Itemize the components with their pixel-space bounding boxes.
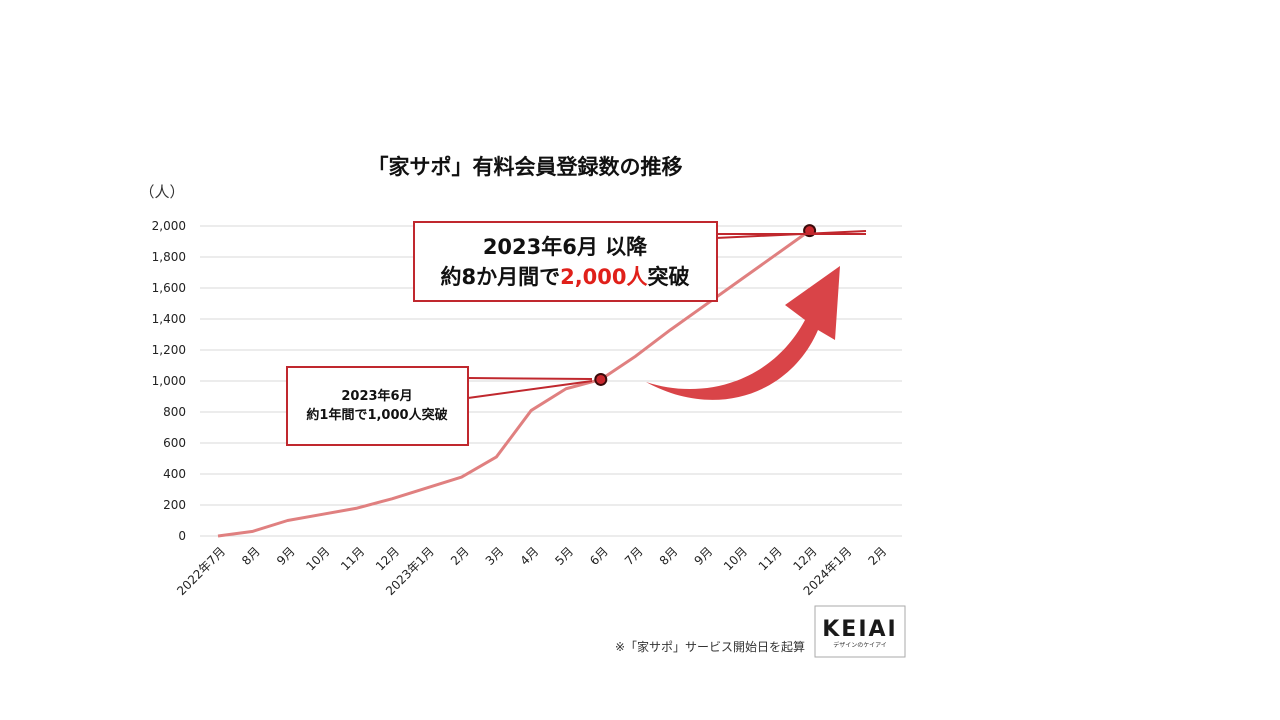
callout-1000: 2023年6月 約1年間で1,000人突破 (286, 366, 593, 446)
x-tick-label: 8月 (657, 544, 681, 568)
x-tick-label: 9月 (274, 544, 298, 568)
y-tick-label: 400 (163, 467, 186, 481)
y-axis-unit: （人） (139, 183, 184, 201)
x-tick-label: 11月 (338, 544, 367, 573)
callout-2000-leader-2 (715, 230, 867, 239)
x-tick-label: 10月 (303, 544, 332, 573)
highlight-point (594, 372, 608, 386)
y-axis-ticks: 0 200 400 600 800 1,000 1,200 1,400 1,600 1,800 2,… (152, 219, 186, 543)
callout-1000-line1: 2023年6月 (341, 388, 412, 404)
chart-title: 「家サポ」有料会員登録数の推移 (368, 155, 683, 179)
x-tick-label: 4月 (518, 544, 542, 568)
y-tick-label: 1,600 (152, 281, 186, 295)
callout-1000-leader (467, 377, 593, 380)
y-tick-label: 800 (163, 405, 186, 419)
x-tick-label: 12月 (791, 544, 820, 573)
callout-1000-leader-2 (467, 380, 593, 399)
y-tick-label: 200 (163, 498, 186, 512)
x-tick-label: 2022年7月 (174, 544, 228, 598)
keiai-logo: KEIAI デザインのケイアイ (814, 605, 906, 658)
x-tick-label: 12月 (373, 544, 402, 573)
y-tick-label: 600 (163, 436, 186, 450)
y-tick-label: 1,000 (152, 374, 186, 388)
x-tick-label: 11月 (756, 544, 785, 573)
y-tick-label: 1,800 (152, 250, 186, 264)
x-tick-label: 9月 (692, 544, 716, 568)
callout-2000: 2023年6月 以降 約8か月間で2,000人突破 (413, 221, 867, 302)
y-tick-label: 0 (178, 529, 186, 543)
footnote: ※「家サポ」サービス開始日を起算 (615, 639, 805, 654)
x-tick-label: 8月 (239, 544, 263, 568)
growth-arrow-icon (646, 266, 840, 400)
callout-2000-highlight: 2,000人 (560, 265, 647, 289)
x-tick-label: 7月 (622, 544, 646, 568)
callout-1000-line2: 約1年間で1,000人突破 (306, 407, 447, 423)
callout-2000-box (413, 221, 718, 302)
callout-2000-suffix: 突破 (648, 265, 690, 289)
callout-1000-box (286, 366, 469, 446)
x-tick-label: 10月 (721, 544, 750, 573)
callout-2000-line1: 2023年6月 以降 (483, 235, 648, 259)
y-tick-label: 1,200 (152, 343, 186, 357)
x-tick-label: 2月 (866, 544, 890, 568)
x-tick-label: 5月 (552, 544, 576, 568)
callout-2000-line2: 約8か月間で2,000人突破 (440, 265, 689, 289)
x-tick-label: 6月 (587, 544, 611, 568)
logo-sub-text: デザインのケイアイ (833, 641, 887, 649)
x-tick-label: 3月 (483, 544, 507, 568)
y-tick-label: 1,400 (152, 312, 186, 326)
x-tick-label: 2月 (448, 544, 472, 568)
callout-2000-prefix: 約8か月間で (440, 265, 560, 289)
logo-frame (814, 605, 906, 658)
logo-main-text: KEIAI (822, 617, 897, 642)
y-tick-label: 2,000 (152, 219, 186, 233)
